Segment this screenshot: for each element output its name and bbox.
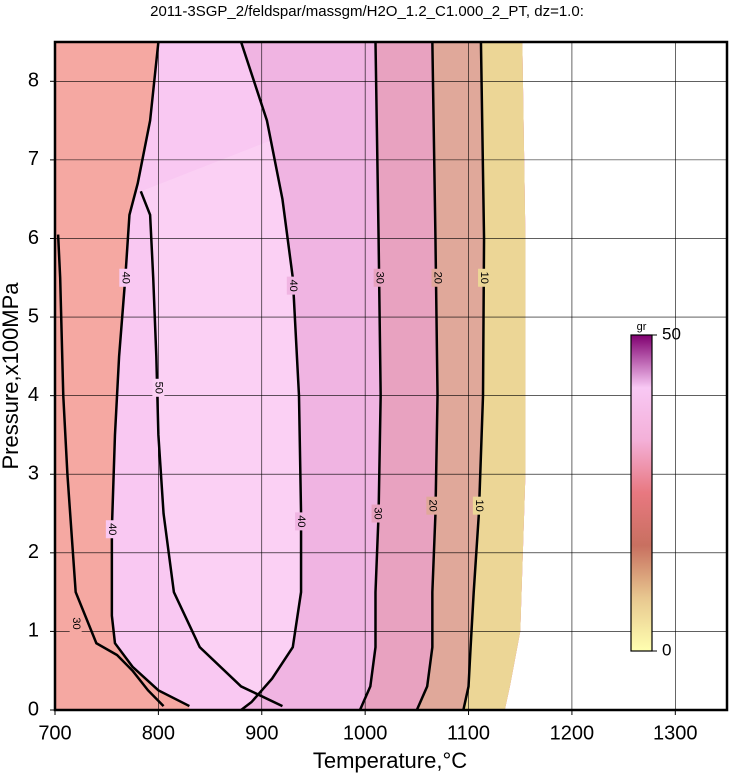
contour-label-bg <box>152 378 165 397</box>
contour-line <box>110 42 190 708</box>
contour-label-bg <box>295 512 308 531</box>
y-tick-label: 5 <box>28 305 39 327</box>
colorbar <box>630 334 653 652</box>
contour-line <box>358 42 382 710</box>
contour-band <box>463 42 526 710</box>
contour-label: 30 <box>372 507 384 519</box>
contour-label: 10 <box>473 500 485 512</box>
contour-label: 40 <box>106 523 118 535</box>
y-tick-label: 4 <box>28 384 39 406</box>
contour-label: 10 <box>478 272 490 284</box>
colorbar-tick-label: 50 <box>662 324 681 343</box>
contour-label: 40 <box>119 272 131 284</box>
chart-title: 2011-3SGP_2/feldspar/massgm/H2O_1.2_C1.0… <box>150 3 584 20</box>
x-tick-label: 1000 <box>343 722 388 744</box>
contour-label: 40 <box>287 279 299 291</box>
contour-label-bg <box>472 496 485 515</box>
y-tick-label: 7 <box>28 148 39 170</box>
contour-label-bg <box>478 268 491 287</box>
contour-label-bg <box>426 496 439 515</box>
y-tick-label: 3 <box>28 463 39 485</box>
contour-line <box>462 42 486 710</box>
y-tick-label: 0 <box>28 698 39 720</box>
contour-label: 20 <box>432 272 444 284</box>
plot-area: 30 40 40 50 40 40 30 30 20 20 10 10 <box>55 42 727 710</box>
y-tick-label: 6 <box>28 227 39 249</box>
contour-label-bg <box>105 520 118 539</box>
contour-label: 20 <box>426 500 438 512</box>
plot-frame <box>53 40 729 712</box>
contour-label: 50 <box>152 382 164 394</box>
x-tick-label: 1200 <box>550 722 595 744</box>
contour-label-bg <box>286 276 299 295</box>
contour-label-bg <box>119 268 132 287</box>
contour-label: 30 <box>70 617 82 629</box>
contour-line <box>139 190 283 708</box>
contour-label: 40 <box>295 515 307 527</box>
x-axis-label: Temperature,°C <box>313 748 467 773</box>
colorbar-label: gr <box>637 321 647 333</box>
contour-label-bg <box>431 268 444 287</box>
y-tick-label: 1 <box>28 620 39 642</box>
y-tick-label: 2 <box>28 541 39 563</box>
x-tick-label: 900 <box>245 722 278 744</box>
contour-label-bg <box>69 614 82 633</box>
contour-label: 30 <box>374 272 386 284</box>
x-tick-label: 800 <box>142 722 175 744</box>
overlay: 700 800 900 1000 1100 1200 1300 0 1 2 3 4 5 6 7 8 gr 0 50 <box>28 40 729 744</box>
y-tick-label: 8 <box>28 70 39 92</box>
x-tick-label: 1300 <box>653 722 698 744</box>
x-tick-label: 1100 <box>447 722 490 744</box>
contour-line <box>56 234 165 707</box>
x-tick-label: 700 <box>38 722 71 744</box>
y-axis-label: Pressure,x100MPa <box>0 282 23 470</box>
contour-label-bg <box>371 504 384 523</box>
contour-label-bg <box>373 268 386 287</box>
contour-line <box>415 42 439 710</box>
colorbar-tick-label: 0 <box>662 640 671 659</box>
